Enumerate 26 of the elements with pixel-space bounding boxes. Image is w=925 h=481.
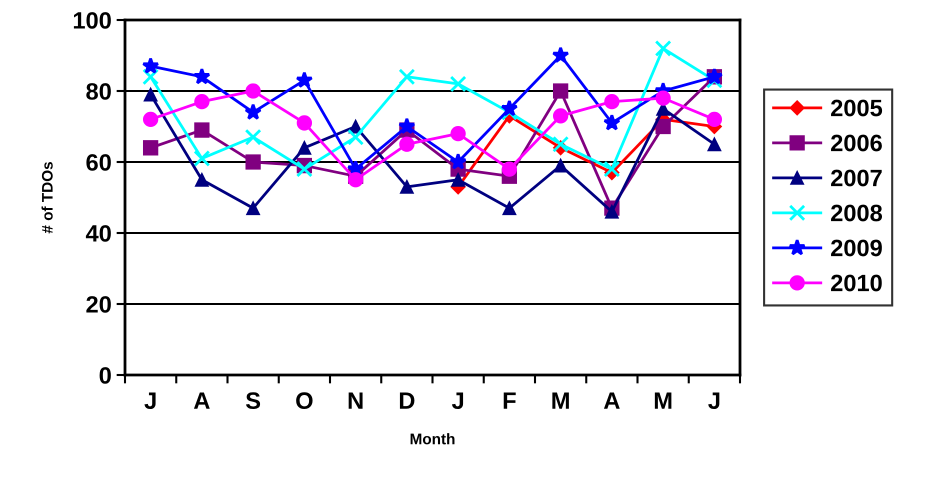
x-tick-label: A — [194, 392, 210, 409]
x-tick-label: A — [604, 392, 620, 409]
y-tick-label: 40 — [86, 225, 111, 242]
legend-label: 2006 — [831, 134, 882, 152]
y-tick-label: 80 — [86, 83, 111, 100]
x-tick-label: N — [348, 392, 363, 409]
legend-label: 2010 — [831, 274, 882, 292]
x-tick-label: J — [452, 392, 464, 410]
y-tick-label: 0 — [100, 367, 111, 384]
x-tick-label: M — [552, 392, 569, 409]
x-tick-label: D — [400, 392, 414, 409]
x-tick-label: J — [708, 392, 720, 410]
y-tick-label: 100 — [74, 12, 111, 29]
legend-label: 2005 — [831, 100, 882, 116]
y-tick-label: 20 — [86, 296, 111, 313]
y-axis-title: # of TDOs — [42, 162, 53, 234]
y-tick-label: 60 — [86, 154, 111, 171]
x-tick-label: M — [654, 392, 672, 409]
legend-label: 2007 — [831, 170, 882, 186]
legend-label: 2009 — [831, 240, 882, 256]
x-tick-label: S — [246, 392, 260, 410]
x-axis-title: Month — [410, 433, 454, 444]
x-tick-label: F — [504, 392, 516, 409]
legend-label: 2008 — [831, 204, 882, 222]
x-tick-label: J — [144, 392, 156, 410]
x-tick-label: O — [296, 392, 313, 410]
